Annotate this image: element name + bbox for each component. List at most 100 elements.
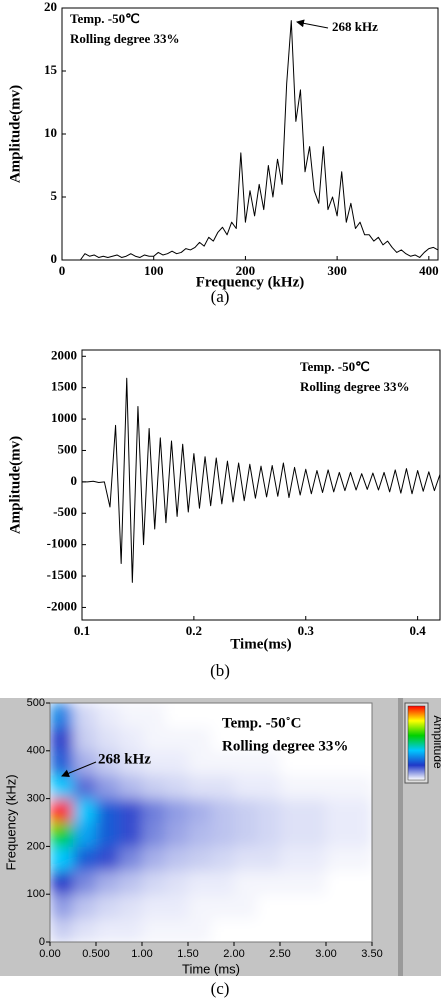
heatmap-cell [257, 774, 281, 800]
heatmap-cell [73, 846, 97, 871]
heatmap-cell [73, 894, 97, 919]
caption: (a) [211, 287, 230, 306]
y-axis-label: Amplitude(mv) [7, 436, 23, 534]
heatmap-cell [211, 822, 235, 847]
heatmap-cell [96, 822, 120, 847]
heatmap-cell [73, 822, 97, 847]
x-axis-label: Time(ms) [230, 636, 291, 652]
heatmap-cell [165, 870, 189, 895]
heatmap-cell [349, 894, 372, 919]
heatmap-cell [326, 703, 350, 728]
x-tick-label: 300 [327, 263, 347, 278]
annotation-arrow [296, 19, 329, 29]
heatmap-cell [50, 918, 74, 942]
y-tick-label: 0 [71, 473, 78, 488]
y-tick-label: 20 [44, 0, 57, 14]
x-tick-label: 0.4 [410, 623, 427, 638]
heatmap-cell [119, 894, 143, 919]
heatmap-cell [234, 822, 258, 847]
heatmap-cell [303, 750, 327, 776]
heatmap-cell [119, 703, 143, 728]
heatmap-cell [50, 703, 74, 728]
heatmap-cell [165, 774, 189, 800]
y-tick-label: 100 [27, 888, 45, 900]
heatmap-cell [119, 846, 143, 871]
heatmap-cell [96, 846, 120, 871]
caption: (c) [211, 979, 230, 998]
heatmap-cell [326, 846, 350, 871]
heatmap-cell [119, 798, 143, 823]
x-tick-label: 3.00 [315, 948, 336, 960]
heatmap-cell [188, 703, 212, 728]
heatmap-cell [326, 918, 350, 942]
heatmap-cell [211, 774, 235, 800]
y-tick-label: 200 [27, 840, 45, 852]
heatmap-cell [165, 726, 189, 752]
heatmap-cell [303, 870, 327, 895]
heatmap-cell [119, 870, 143, 895]
y-tick-label: 400 [27, 745, 45, 757]
y-axis-label: Frequency (kHz) [3, 774, 18, 870]
heatmap-cell [96, 750, 120, 776]
heatmap-cell [188, 822, 212, 847]
heatmap-cell [165, 918, 189, 942]
x-tick-label: 2.00 [223, 948, 244, 960]
heatmap-cell [234, 894, 258, 919]
x-tick-label: 1.50 [177, 948, 198, 960]
heatmap-cell [96, 870, 120, 895]
heatmap-cell [234, 750, 258, 776]
heatmap-cell [257, 798, 281, 823]
heatmap-cell [280, 726, 304, 752]
heatmap-cell [188, 798, 212, 823]
annotation: 268 kHz [98, 751, 151, 767]
heatmap-cell [211, 870, 235, 895]
heatmap-cell [96, 894, 120, 919]
annotation-arrow [61, 761, 97, 778]
heatmap-cell [96, 918, 120, 942]
heatmap-cell [73, 918, 97, 942]
heatmap-cell [211, 750, 235, 776]
heatmap-cell [234, 870, 258, 895]
x-tick-label: 100 [144, 263, 164, 278]
heatmap-cell [326, 822, 350, 847]
heatmap-cell [142, 918, 166, 942]
heatmap-cell [234, 774, 258, 800]
y-tick-label: 0 [39, 936, 45, 948]
annotation: Temp. -50℃ [300, 359, 370, 374]
x-tick-label: 0.2 [186, 623, 202, 638]
heatmap-cell [280, 750, 304, 776]
panel-divider [398, 698, 403, 976]
x-tick-label: 0 [59, 263, 66, 278]
heatmap-cell [349, 750, 372, 776]
x-tick-label: 0.00 [39, 948, 60, 960]
heatmap-cell [96, 798, 120, 823]
heatmap-cell [73, 870, 97, 895]
heatmap-cell [303, 822, 327, 847]
y-tick-label: 15 [44, 62, 58, 77]
heatmap-cell [188, 846, 212, 871]
heatmap-cell [188, 894, 212, 919]
heatmap-cell [303, 726, 327, 752]
heatmap-cell [303, 798, 327, 823]
annotation: Rolling degree 33% [222, 738, 348, 754]
heatmap-cell [349, 703, 372, 728]
x-tick-label: 1.00 [131, 948, 152, 960]
plot-frame [49, 702, 373, 943]
y-tick-label: 10 [44, 125, 57, 140]
heatmap-cell [257, 846, 281, 871]
heatmap-cell [142, 822, 166, 847]
signal-line [62, 20, 439, 261]
x-tick-label: 400 [419, 263, 439, 278]
annotation: Rolling degree 33% [70, 31, 180, 46]
heatmap-cell [142, 750, 166, 776]
caption: (b) [210, 661, 230, 680]
heatmap-cell [211, 726, 235, 752]
heatmap-cell [50, 774, 74, 800]
heatmap [50, 703, 372, 942]
y-tick-label: 2000 [51, 347, 77, 362]
heatmap-cell [326, 750, 350, 776]
heatmap-cell [234, 846, 258, 871]
heatmap-cell [119, 918, 143, 942]
heatmap-cell [349, 822, 372, 847]
